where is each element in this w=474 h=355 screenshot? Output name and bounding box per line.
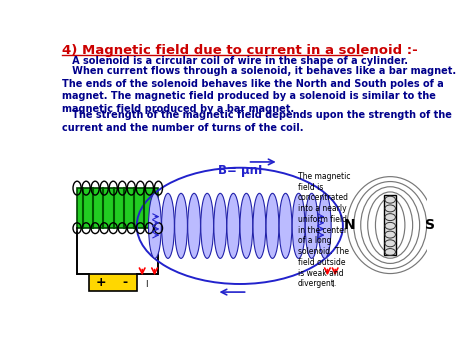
Ellipse shape: [253, 193, 266, 258]
Ellipse shape: [174, 193, 187, 258]
Text: 4) Magnetic field due to current in a solenoid :-: 4) Magnetic field due to current in a so…: [63, 44, 418, 57]
Bar: [384, 195, 396, 255]
Text: I: I: [332, 280, 334, 289]
Text: A solenoid is a circular coil of wire in the shape of a cylinder.: A solenoid is a circular coil of wire in…: [63, 56, 408, 66]
Bar: [77, 188, 158, 228]
Text: N: N: [344, 218, 356, 232]
Text: -: -: [123, 275, 128, 289]
Text: B= μnI: B= μnI: [218, 164, 262, 177]
Ellipse shape: [201, 193, 214, 258]
Ellipse shape: [319, 193, 331, 258]
Ellipse shape: [227, 193, 240, 258]
Ellipse shape: [148, 193, 161, 258]
Ellipse shape: [279, 193, 292, 258]
Ellipse shape: [305, 193, 318, 258]
Text: I: I: [146, 280, 148, 289]
Text: When current flows through a solenoid, it behaves like a bar magnet.
The ends of: When current flows through a solenoid, i…: [63, 66, 456, 114]
Ellipse shape: [162, 193, 174, 258]
Ellipse shape: [188, 193, 201, 258]
FancyBboxPatch shape: [89, 274, 137, 290]
Text: S: S: [426, 218, 436, 232]
Ellipse shape: [214, 193, 227, 258]
Text: +: +: [96, 275, 106, 289]
Ellipse shape: [292, 193, 305, 258]
Ellipse shape: [240, 193, 253, 258]
Ellipse shape: [266, 193, 279, 258]
Text: The strength of the magnetic field depends upon the strength of the
current and : The strength of the magnetic field depen…: [63, 110, 452, 133]
Text: The magnetic
field is
concentrated
into a nearly
uniform field
in the center
of : The magnetic field is concentrated into …: [298, 172, 350, 289]
